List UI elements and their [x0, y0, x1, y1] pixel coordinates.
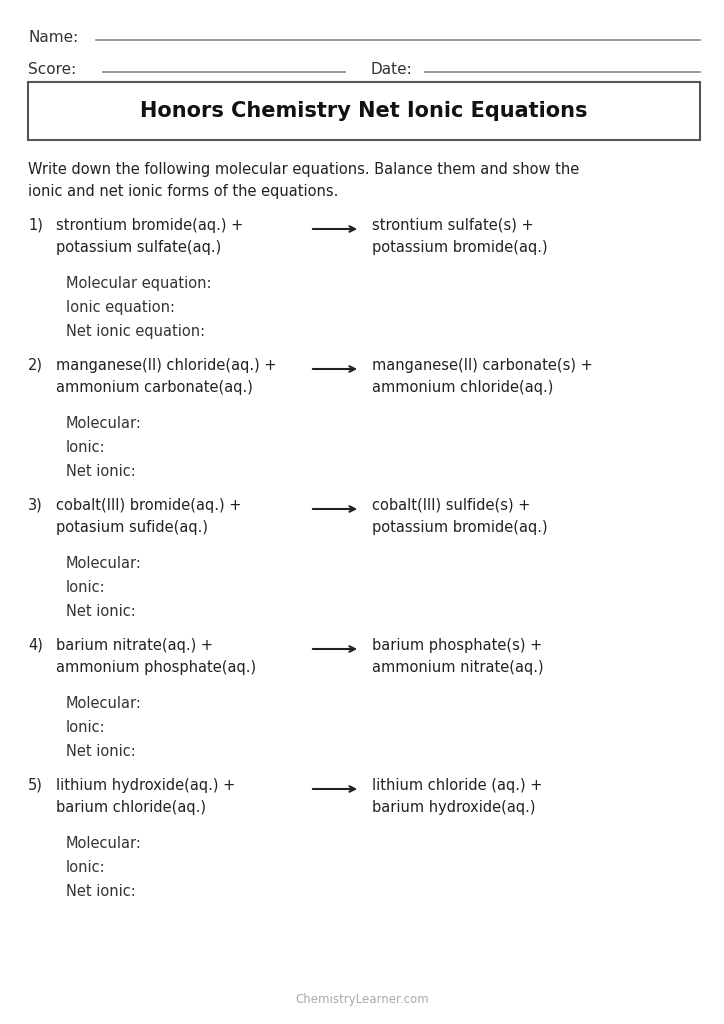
- Text: lithium chloride (aq.) +: lithium chloride (aq.) +: [372, 778, 542, 793]
- Text: barium nitrate(aq.) +: barium nitrate(aq.) +: [56, 638, 213, 653]
- Text: ammonium chloride(aq.): ammonium chloride(aq.): [372, 380, 553, 395]
- Text: 5): 5): [28, 778, 43, 793]
- Text: Molecular:: Molecular:: [66, 556, 142, 571]
- Text: Ionic:: Ionic:: [66, 860, 106, 874]
- Text: potassium bromide(aq.): potassium bromide(aq.): [372, 520, 547, 535]
- Text: ChemistryLearner.com: ChemistryLearner.com: [295, 993, 429, 1006]
- Text: cobalt(III) bromide(aq.) +: cobalt(III) bromide(aq.) +: [56, 498, 241, 513]
- Text: potassium sulfate(aq.): potassium sulfate(aq.): [56, 240, 222, 255]
- Text: Molecular:: Molecular:: [66, 696, 142, 711]
- Text: barium phosphate(s) +: barium phosphate(s) +: [372, 638, 542, 653]
- Text: manganese(II) chloride(aq.) +: manganese(II) chloride(aq.) +: [56, 358, 277, 373]
- Text: Write down the following molecular equations. Balance them and show the: Write down the following molecular equat…: [28, 162, 579, 177]
- Text: manganese(II) carbonate(s) +: manganese(II) carbonate(s) +: [372, 358, 593, 373]
- Text: barium hydroxide(aq.): barium hydroxide(aq.): [372, 800, 536, 815]
- Text: Net ionic equation:: Net ionic equation:: [66, 324, 205, 339]
- Text: ammonium nitrate(aq.): ammonium nitrate(aq.): [372, 660, 544, 675]
- Text: Net ionic:: Net ionic:: [66, 884, 136, 899]
- Text: strontium bromide(aq.) +: strontium bromide(aq.) +: [56, 218, 243, 233]
- Text: Score:: Score:: [28, 62, 76, 77]
- Text: Ionic:: Ionic:: [66, 580, 106, 595]
- Text: lithium hydroxide(aq.) +: lithium hydroxide(aq.) +: [56, 778, 235, 793]
- Text: potasium sufide(aq.): potasium sufide(aq.): [56, 520, 208, 535]
- Text: Net ionic:: Net ionic:: [66, 604, 136, 618]
- Text: barium chloride(aq.): barium chloride(aq.): [56, 800, 206, 815]
- Text: cobalt(III) sulfide(s) +: cobalt(III) sulfide(s) +: [372, 498, 531, 513]
- Text: 3): 3): [28, 498, 43, 513]
- Text: ionic and net ionic forms of the equations.: ionic and net ionic forms of the equatio…: [28, 184, 338, 199]
- Text: Ionic equation:: Ionic equation:: [66, 300, 175, 315]
- Text: 4): 4): [28, 638, 43, 653]
- Text: ammonium phosphate(aq.): ammonium phosphate(aq.): [56, 660, 256, 675]
- Text: Molecular:: Molecular:: [66, 836, 142, 851]
- Text: 1): 1): [28, 218, 43, 233]
- Text: Net ionic:: Net ionic:: [66, 744, 136, 759]
- Text: ammonium carbonate(aq.): ammonium carbonate(aq.): [56, 380, 253, 395]
- Text: Name:: Name:: [28, 30, 78, 45]
- Text: strontium sulfate(s) +: strontium sulfate(s) +: [372, 218, 534, 233]
- Text: potassium bromide(aq.): potassium bromide(aq.): [372, 240, 547, 255]
- Text: Molecular equation:: Molecular equation:: [66, 276, 211, 291]
- Text: Date:: Date:: [370, 62, 412, 77]
- Text: 2): 2): [28, 358, 43, 373]
- Text: Ionic:: Ionic:: [66, 440, 106, 455]
- Text: Ionic:: Ionic:: [66, 720, 106, 735]
- Text: Molecular:: Molecular:: [66, 416, 142, 431]
- Text: Net ionic:: Net ionic:: [66, 464, 136, 479]
- Text: Honors Chemistry Net Ionic Equations: Honors Chemistry Net Ionic Equations: [140, 101, 588, 121]
